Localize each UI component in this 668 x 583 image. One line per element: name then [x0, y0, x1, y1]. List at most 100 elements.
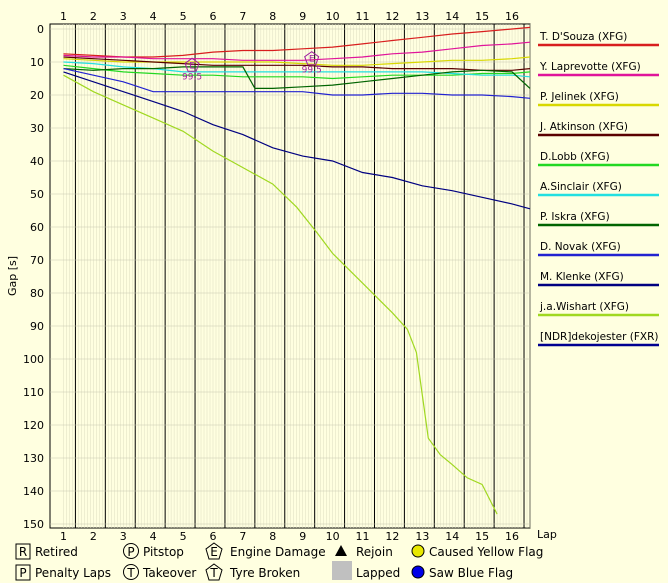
driver-legend: T. D'Souza (XFG) Y. Laprevotte (XFG) P. Je… [538, 31, 659, 347]
x-tick-label: 10 [326, 530, 340, 543]
x-tick-label: 13 [415, 530, 429, 543]
blue-flag-icon [411, 565, 425, 579]
lapped-icon [332, 561, 352, 580]
x-tick-label: 10 [326, 10, 340, 23]
y-tick-labels: 0 10 20 30 40 50 60 70 80 90 100 110 120 130 140 150 [23, 23, 44, 531]
tyre-broken-icon [205, 563, 223, 581]
svg-text:Engine Damage: Engine Damage [230, 545, 326, 559]
event-legend: R Retired P Penalty Laps P Pitstop T Tak… [15, 542, 543, 581]
x-tick-labels-bottom: 1 2 3 4 5 6 7 8 9 10 11 12 13 14 15 16 [60, 530, 519, 543]
legend-tyre-broken: T Tyre Broken [205, 563, 300, 581]
series-line [63, 56, 531, 71]
svg-text:Rejoin: Rejoin [356, 545, 393, 559]
x-tick-label: 11 [356, 10, 370, 23]
driver-legend-label: T. D'Souza (XFG) [539, 31, 627, 43]
legend-saw-blue-flag: Saw Blue Flag [411, 565, 513, 580]
x-tick-label: 9 [299, 530, 306, 543]
pitstop-icon [123, 543, 139, 559]
engine-damage-marker-symbol: E [189, 61, 195, 71]
x-tick-label: 2 [90, 10, 97, 23]
x-tick-label: 1 [60, 10, 67, 23]
x-tick-label: 4 [150, 530, 157, 543]
x-tick-labels-top: 1 2 3 4 5 6 7 8 9 10 11 12 13 14 15 16 [60, 10, 519, 23]
series-line [63, 41, 531, 61]
x-axis-label: Lap [537, 528, 557, 541]
engine-damage-marker-value: 99.5 [182, 72, 202, 82]
engine-damage-marker [304, 51, 320, 66]
x-tick-label: 3 [120, 530, 127, 543]
legend-rejoin: Rejoin [335, 545, 393, 559]
x-tick-label: 15 [475, 530, 489, 543]
x-tick-label: 9 [299, 10, 306, 23]
y-tick-label: 130 [23, 452, 44, 465]
x-tick-label: 16 [505, 530, 519, 543]
y-tick-label: 140 [23, 485, 44, 498]
y-tick-label: 120 [23, 419, 44, 432]
y-tick-label: 80 [30, 287, 44, 300]
svg-text:T: T [209, 566, 218, 580]
legend-engine-damage: E Engine Damage [205, 542, 326, 560]
svg-text:Tyre Broken: Tyre Broken [229, 566, 300, 580]
y-tick-label: 30 [30, 122, 44, 135]
driver-legend-label: D. Novak (XFG) [540, 241, 621, 253]
driver-legend-label: j.a.Wishart (XFG) [539, 301, 629, 313]
series-line [63, 71, 531, 210]
series-line [63, 26, 531, 58]
driver-legend-label: P. Jelinek (XFG) [540, 91, 619, 103]
engine-damage-marker [184, 57, 200, 72]
driver-legend-label: D.Lobb (XFG) [540, 151, 610, 163]
x-tick-label: 1 [60, 530, 67, 543]
x-tick-label: 8 [269, 530, 276, 543]
x-tick-label: 2 [90, 530, 97, 543]
svg-text:Saw Blue Flag: Saw Blue Flag [429, 566, 513, 580]
y-tick-label: 10 [30, 56, 44, 69]
driver-legend-label: [NDR]dekojester (FXR) [540, 331, 658, 343]
retired-icon [15, 543, 31, 560]
x-tick-label: 3 [120, 10, 127, 23]
svg-text:P: P [19, 566, 26, 580]
x-tick-label: 5 [180, 530, 187, 543]
svg-text:R: R [19, 545, 27, 559]
legend-pitstop: P Pitstop [123, 543, 184, 559]
series-line [63, 68, 531, 99]
engine-damage-icon [205, 542, 223, 560]
x-tick-label: 14 [445, 10, 459, 23]
grid [50, 24, 531, 528]
svg-text:T: T [126, 566, 135, 580]
svg-text:Pitstop: Pitstop [143, 545, 184, 559]
x-tick-label: 8 [269, 10, 276, 23]
y-tick-label: 60 [30, 221, 44, 234]
x-tick-label: 7 [239, 530, 246, 543]
series-line [63, 66, 531, 89]
legend-caused-yellow-flag: Caused Yellow Flag [411, 544, 543, 559]
x-tick-label: 11 [356, 530, 370, 543]
svg-text:E: E [210, 545, 218, 559]
x-tick-label: 5 [180, 10, 187, 23]
x-tick-label: 15 [475, 10, 489, 23]
driver-legend-label: J. Atkinson (XFG) [539, 121, 628, 133]
y-tick-label: 20 [30, 89, 44, 102]
series-lines [63, 26, 531, 515]
legend-takeover: T Takeover [123, 564, 196, 580]
driver-legend-label: A.Sinclair (XFG) [540, 181, 622, 193]
takeover-icon [123, 564, 139, 580]
x-tick-label: 4 [150, 10, 157, 23]
x-tick-label: 13 [415, 10, 429, 23]
svg-text:P: P [127, 545, 134, 559]
y-tick-label: 0 [37, 23, 44, 36]
y-tick-label: 110 [23, 386, 44, 399]
x-tick-label: 7 [239, 10, 246, 23]
x-tick-label: 16 [505, 10, 519, 23]
y-tick-label: 70 [30, 254, 44, 267]
svg-text:Takeover: Takeover [142, 566, 196, 580]
x-tick-label: 6 [209, 10, 216, 23]
yellow-flag-icon [411, 544, 425, 558]
y-tick-label: 150 [23, 518, 44, 531]
svg-text:Caused Yellow Flag: Caused Yellow Flag [429, 545, 543, 559]
x-tick-label: 12 [385, 10, 399, 23]
driver-legend-label: P. Iskra (XFG) [540, 211, 610, 223]
legend-penalty-laps: P Penalty Laps [15, 564, 111, 581]
y-tick-label: 40 [30, 155, 44, 168]
